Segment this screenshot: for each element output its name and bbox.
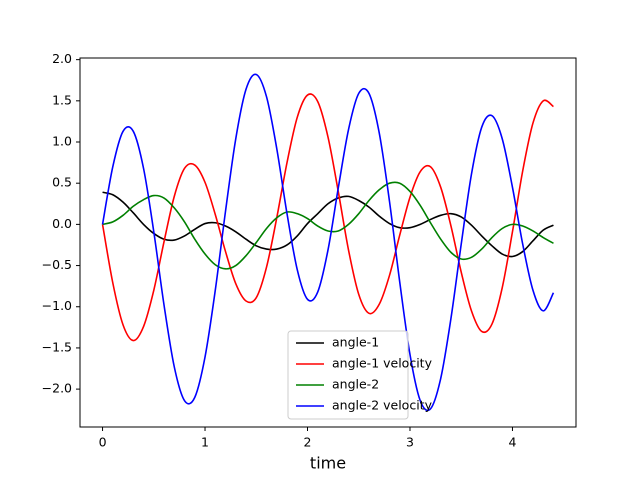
series-line <box>101 73 555 412</box>
legend-label: angle-1 <box>332 335 379 350</box>
series-line <box>102 191 554 258</box>
legend-label: angle-2 <box>332 377 379 392</box>
y-tick-label: −0.5 <box>42 257 72 272</box>
series-line <box>102 181 554 270</box>
legend: angle-1 angle-1 velocity angle-2 angle-2 ve… <box>287 330 433 420</box>
y-tick-label: −1.0 <box>42 298 72 313</box>
legend-box <box>287 330 409 420</box>
y-tick-label: −1.5 <box>42 339 72 354</box>
plot-frame <box>79 57 577 428</box>
x-tick-label: 1 <box>201 435 209 450</box>
x-tick-label: 2 <box>304 435 312 450</box>
y-tick-label: 2.0 <box>52 51 72 66</box>
series-line <box>101 93 554 342</box>
y-tick-label: 0.5 <box>52 175 72 190</box>
y-tick-label: −2.0 <box>42 381 72 396</box>
y-tick-label: 1.5 <box>52 92 72 107</box>
legend-label: angle-1 velocity <box>332 356 433 371</box>
y-tick-label: 0.0 <box>52 216 72 231</box>
x-tick-label: 3 <box>406 435 414 450</box>
y-tick-label: 1.0 <box>52 134 72 149</box>
legend-label: angle-2 velocity <box>332 398 433 413</box>
x-tick-label: 0 <box>99 435 107 450</box>
x-tick-label: 4 <box>508 435 516 450</box>
x-axis-label: time <box>310 454 346 473</box>
